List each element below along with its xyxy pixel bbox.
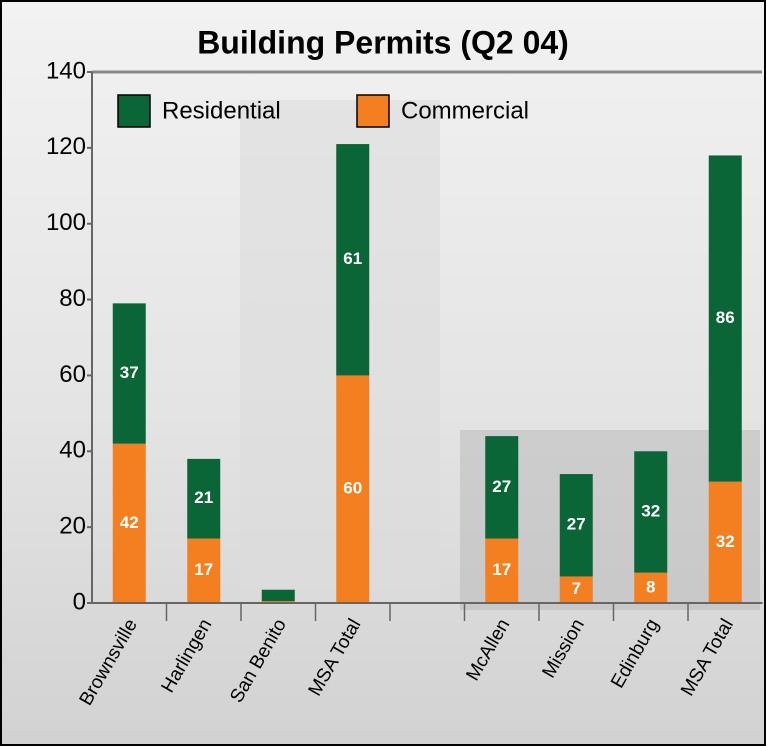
bar-segment xyxy=(112,443,146,603)
legend-swatch xyxy=(356,94,390,128)
y-tick-label: 20 xyxy=(59,512,86,539)
y-tick-label: 120 xyxy=(46,133,86,160)
data-label: 61 xyxy=(343,249,362,268)
y-tick-label: 100 xyxy=(46,209,86,236)
data-label: 17 xyxy=(492,560,511,579)
bar-segment xyxy=(485,436,519,539)
legend-label: Residential xyxy=(162,97,281,124)
data-label: 86 xyxy=(716,308,735,327)
bar-segment xyxy=(485,538,519,603)
bar-segment xyxy=(261,589,295,602)
data-label: 60 xyxy=(343,479,362,498)
data-label: 7 xyxy=(572,579,581,598)
legend-label: Commercial xyxy=(401,97,529,124)
y-tick-label: 140 xyxy=(46,57,86,84)
data-label: 21 xyxy=(194,488,213,507)
data-label: 8 xyxy=(646,577,655,596)
data-label: 37 xyxy=(120,363,139,382)
chart-title: Building Permits (Q2 04) xyxy=(197,24,569,60)
y-tick-label: 60 xyxy=(59,361,86,388)
bar-segment xyxy=(336,375,370,603)
bar-segment xyxy=(336,144,370,376)
data-label: 32 xyxy=(641,501,660,520)
data-label: 27 xyxy=(492,477,511,496)
y-tick-label: 40 xyxy=(59,437,86,464)
data-label: 32 xyxy=(716,532,735,551)
bar-segment xyxy=(112,303,146,444)
y-tick-label: 0 xyxy=(73,588,86,615)
bar-segment xyxy=(559,474,593,577)
bar-segment xyxy=(708,155,742,482)
legend-swatch xyxy=(117,94,151,128)
y-tick-label: 80 xyxy=(59,285,86,312)
data-label: 27 xyxy=(567,515,586,534)
data-label: 42 xyxy=(120,513,139,532)
bar-segment xyxy=(187,538,221,603)
bar-segment xyxy=(187,458,221,539)
bar-segment xyxy=(634,572,668,603)
data-label: 17 xyxy=(194,560,213,579)
bar-segment xyxy=(708,481,742,603)
bar-segment xyxy=(559,576,593,603)
bar-segment xyxy=(634,451,668,573)
